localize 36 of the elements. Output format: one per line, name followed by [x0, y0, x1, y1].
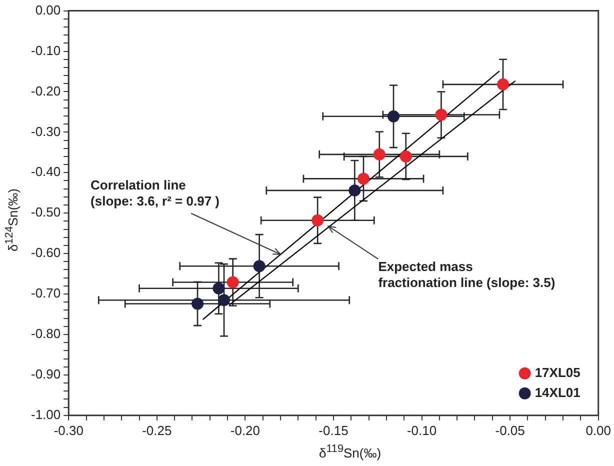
y-tick-label: 0.00	[35, 2, 61, 18]
point	[435, 108, 448, 121]
y-tick-label: -0.10	[30, 42, 61, 58]
y-tick-label: -0.30	[30, 124, 61, 139]
point	[253, 260, 266, 272]
point	[497, 78, 509, 90]
point	[212, 282, 225, 294]
x-tick-label: -0.20	[230, 422, 260, 438]
point	[312, 214, 324, 226]
y-tick-label: -1.00	[30, 406, 61, 422]
annotation: Correlation line (slope: 3.6, r² = 0.97 )	[90, 177, 220, 208]
point	[348, 184, 361, 196]
point	[400, 150, 412, 162]
annotation: Expected mass fractionation line (slope: 3.5)	[378, 259, 556, 290]
y-tick-label: -0.70	[30, 286, 61, 301]
point	[388, 110, 400, 122]
y-tick-label: -0.90	[30, 366, 61, 382]
point	[373, 148, 386, 160]
y-tick-label: -0.50	[30, 204, 61, 220]
y-tick-label: -0.20	[30, 83, 61, 98]
point	[192, 298, 204, 310]
legend-label: 14XL01	[534, 384, 580, 400]
point	[218, 294, 230, 306]
point	[358, 172, 370, 185]
y-tick-label: -0.40	[30, 164, 61, 180]
y-tick-label: -0.80	[30, 326, 61, 342]
x-axis-title: δ$^{119}$Sn(‰)	[318, 443, 382, 460]
x-tick-label: 0.00	[586, 422, 612, 438]
legend-label: 17XL05	[534, 364, 580, 380]
x-tick-label: -0.10	[406, 422, 437, 438]
y-tick-label: -0.60	[30, 245, 61, 260]
x-tick-label: -0.05	[495, 422, 525, 438]
point	[226, 276, 239, 288]
x-tick-label: -0.15	[318, 422, 348, 438]
x-tick-label: -0.25	[142, 422, 172, 438]
x-tick-label: -0.30	[54, 422, 84, 438]
